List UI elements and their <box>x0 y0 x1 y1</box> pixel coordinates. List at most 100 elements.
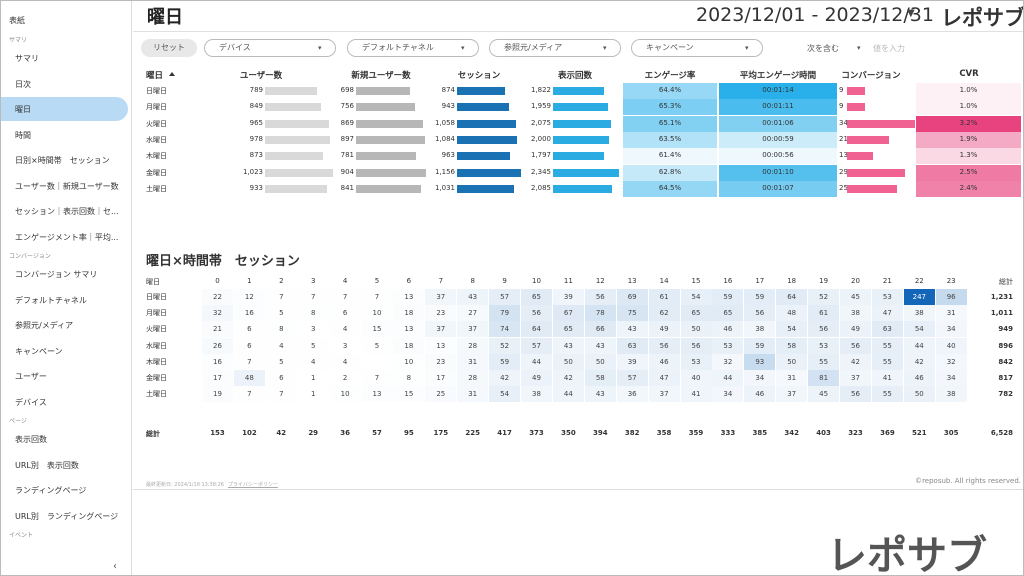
cell-value: 1,031 <box>434 183 455 192</box>
column-header[interactable]: ユーザー数 <box>239 71 283 81</box>
sidebar: 表紙 サマリ サマリ 日次 曜日 時間 日別×時間帯 セッション ユーザー数｜新規ユーザー数セ… <box>1 1 132 575</box>
heat-cell <box>719 131 837 148</box>
cell-value: 63 <box>882 325 892 334</box>
sidebar-item[interactable]: 表示回数 <box>15 435 47 444</box>
heat-cell <box>935 337 967 354</box>
cell-value: 44 <box>723 374 733 382</box>
sidebar-item[interactable]: セッション｜表示回数｜セ... <box>15 207 119 216</box>
row-label: 金曜日 <box>146 168 167 177</box>
dropdown-caret: ▾ <box>745 44 749 52</box>
cell-value: 1 <box>310 390 316 399</box>
heat-cell <box>776 321 808 338</box>
cell-value: 897 <box>340 134 354 143</box>
sidebar-item[interactable]: エンゲージメント率｜平均... <box>15 232 119 242</box>
cell-value: 34 <box>723 390 733 399</box>
active-highlight <box>1 97 128 121</box>
row-label: 土曜日 <box>146 390 167 399</box>
cell-value: 47 <box>659 374 669 382</box>
sidebar-item[interactable]: ユーザー数｜新規ユーザー数 <box>15 181 119 191</box>
heat-cell <box>489 321 521 338</box>
sidebar-item[interactable]: 日次 <box>15 79 31 89</box>
cell-value: 1.0% <box>959 102 978 111</box>
cell-value: 1,023 <box>242 167 263 176</box>
sidebar-item[interactable]: URL別 表示回数 <box>15 460 79 470</box>
cell-value: 55 <box>819 357 829 366</box>
cell-value: 38 <box>914 309 924 318</box>
dropdown-caret: ▾ <box>461 44 465 52</box>
column-total: 57 <box>372 429 382 437</box>
cell-bar <box>356 184 422 193</box>
cell-value: 5 <box>374 341 380 350</box>
cell-bar <box>847 184 897 193</box>
sidebar-item[interactable]: サマリ <box>15 54 39 63</box>
sort-icon <box>169 72 175 76</box>
cell-value: 45 <box>851 293 860 301</box>
column-header[interactable]: 曜日 <box>146 71 164 81</box>
cell-bar <box>553 103 609 112</box>
sidebar-item[interactable]: デフォルトチャネル <box>15 295 87 305</box>
cell-value: 48 <box>787 309 797 318</box>
column-header[interactable]: セッション <box>457 71 501 81</box>
cell-value: 50 <box>595 357 605 366</box>
hour-header: 19 <box>819 277 829 285</box>
filter-dropdown[interactable]: デフォルトチャネル <box>347 39 479 57</box>
filter-dropdown[interactable]: 参照元/メディア <box>489 39 621 57</box>
heat-cell <box>808 289 840 305</box>
sidebar-item[interactable]: 曜日 <box>15 105 31 114</box>
column-header[interactable]: 新規ユーザー数 <box>351 71 411 81</box>
heat-cell <box>903 353 935 370</box>
column-header[interactable]: エンゲージ率 <box>644 71 696 81</box>
cell-value: 963 <box>441 151 455 160</box>
privacy-link[interactable]: プライバシーポリシー <box>228 482 278 488</box>
heat-cell <box>457 353 489 370</box>
heat-cell <box>840 370 871 386</box>
reset-button[interactable]: リセット <box>141 39 197 57</box>
sidebar-item[interactable]: デバイス <box>15 397 47 407</box>
date-range[interactable]: 2023/12/01 - 2023/12/31 <box>696 4 934 26</box>
cell-value: 56 <box>691 341 701 350</box>
heat-cell <box>584 289 616 305</box>
sidebar-item[interactable]: ランディングページ <box>15 486 87 495</box>
column-header[interactable]: CVR <box>959 69 979 79</box>
cell-bar <box>356 119 424 128</box>
heat-cell <box>840 337 871 354</box>
heat-cell <box>935 321 967 338</box>
collapse-button[interactable]: ‹ <box>113 561 117 572</box>
column-header[interactable]: 平均エンゲージ時間 <box>739 71 817 81</box>
heat-cell <box>584 370 616 386</box>
sidebar-item[interactable]: 参照元/メディア <box>15 321 74 330</box>
column-total: 342 <box>784 429 799 437</box>
cell-value: 2,075 <box>530 118 551 127</box>
row-label: 水曜日 <box>146 135 167 144</box>
heat-cell <box>916 99 1021 116</box>
filter-input[interactable]: 値を入力 <box>873 44 905 53</box>
sidebar-item[interactable]: URL別 ランディングページ <box>15 511 119 521</box>
sidebar-item[interactable]: コンバージョン サマリ <box>15 270 98 279</box>
filter-dropdown[interactable]: キャンペーン <box>631 39 763 57</box>
heat-cell <box>489 289 521 305</box>
sidebar-item[interactable]: ユーザー <box>15 372 47 381</box>
sidebar-item[interactable]: 表紙 <box>9 16 25 25</box>
heat-cell <box>552 386 584 403</box>
column-total: 175 <box>433 429 449 437</box>
row-total: 817 <box>998 374 1013 382</box>
column-header[interactable]: コンバージョン <box>841 71 901 81</box>
sidebar-item[interactable]: 日別×時間帯 セッション <box>15 156 110 165</box>
match-select[interactable]: 次を含む <box>807 44 839 53</box>
date-caret[interactable]: ▼ <box>907 8 915 19</box>
cell-value: 6 <box>247 341 252 350</box>
row-label: 木曜日 <box>146 152 167 161</box>
sidebar-item[interactable]: キャンペーン <box>15 346 63 356</box>
cell-value: 1.3% <box>959 151 978 160</box>
cell-value: 3.2% <box>959 118 978 127</box>
cell-value: 96 <box>946 293 956 301</box>
cell-value: 22 <box>213 293 222 301</box>
sidebar-item[interactable]: 時間 <box>15 130 31 140</box>
column-header[interactable]: 表示回数 <box>557 71 592 81</box>
heat-cell <box>521 370 552 386</box>
heat-cell <box>457 386 489 403</box>
cell-value: 44 <box>563 390 573 399</box>
hour-header: 6 <box>406 277 412 285</box>
filter-dropdown[interactable]: デバイス <box>204 39 336 57</box>
cell-value: 43 <box>627 325 637 334</box>
